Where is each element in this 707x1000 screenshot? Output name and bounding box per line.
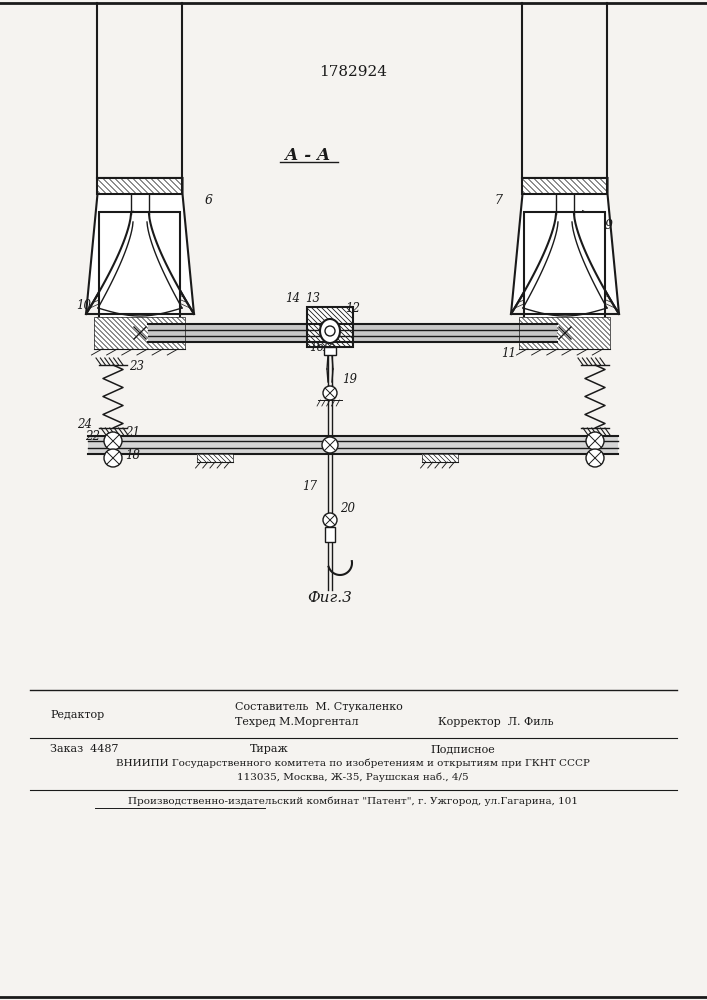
Text: 24: 24 — [77, 418, 92, 431]
Text: 8: 8 — [110, 211, 133, 237]
Text: 22: 22 — [85, 430, 100, 443]
Text: 11: 11 — [501, 347, 517, 360]
Bar — [422, 454, 458, 462]
Bar — [148, 324, 557, 342]
Bar — [307, 307, 353, 347]
Text: 12: 12 — [345, 302, 360, 315]
Polygon shape — [422, 454, 458, 462]
Circle shape — [586, 449, 604, 467]
Bar — [520, 317, 611, 349]
Bar — [197, 454, 233, 462]
Bar — [307, 307, 353, 347]
Text: ВНИИПИ Государственного комитета по изобретениям и открытиям при ГКНТ СССР: ВНИИПИ Государственного комитета по изоб… — [116, 758, 590, 768]
Text: Подписное: Подписное — [430, 744, 495, 754]
Polygon shape — [307, 307, 353, 347]
Text: 10: 10 — [76, 299, 91, 312]
Text: 21: 21 — [125, 426, 140, 439]
Text: Фиг.3: Фиг.3 — [308, 591, 352, 605]
Polygon shape — [86, 178, 194, 314]
Circle shape — [325, 326, 335, 336]
Text: Редактор: Редактор — [50, 710, 104, 720]
Text: 15: 15 — [321, 341, 336, 354]
Bar — [522, 178, 607, 194]
Text: 9: 9 — [583, 210, 613, 232]
Text: 19: 19 — [342, 373, 357, 386]
Circle shape — [322, 437, 338, 453]
Bar — [95, 317, 185, 349]
Text: 16: 16 — [309, 341, 324, 354]
Text: 1782924: 1782924 — [319, 65, 387, 79]
Text: Техред М.Моргентал: Техред М.Моргентал — [235, 717, 358, 727]
Circle shape — [323, 513, 337, 527]
Text: 13: 13 — [305, 292, 320, 305]
Text: Заказ  4487: Заказ 4487 — [50, 744, 119, 754]
Text: 18: 18 — [125, 449, 140, 462]
Bar — [525, 212, 605, 328]
Text: 20: 20 — [340, 502, 355, 515]
Text: 7: 7 — [494, 194, 503, 207]
Polygon shape — [511, 178, 619, 314]
Bar — [98, 178, 182, 194]
Bar — [88, 436, 618, 454]
Polygon shape — [98, 179, 182, 193]
Polygon shape — [523, 179, 607, 193]
Polygon shape — [520, 317, 611, 349]
Text: Корректор  Л. Филь: Корректор Л. Филь — [438, 717, 554, 727]
Circle shape — [323, 386, 337, 400]
Bar — [324, 347, 336, 355]
Circle shape — [104, 449, 122, 467]
Text: Тираж: Тираж — [250, 744, 288, 754]
Text: 14: 14 — [285, 292, 300, 305]
Polygon shape — [197, 454, 233, 462]
Bar — [325, 527, 335, 542]
Bar — [100, 212, 180, 328]
Text: А - А: А - А — [286, 146, 331, 163]
Polygon shape — [95, 317, 185, 349]
Text: 6: 6 — [204, 194, 213, 207]
Text: Производственно-издательский комбинат "Патент", г. Ужгород, ул.Гагарина, 101: Производственно-издательский комбинат "П… — [128, 796, 578, 806]
Circle shape — [586, 432, 604, 450]
Ellipse shape — [320, 319, 340, 343]
Text: 23: 23 — [129, 360, 144, 373]
Circle shape — [104, 432, 122, 450]
Text: 17: 17 — [302, 480, 317, 493]
Text: 113035, Москва, Ж-35, Раушская наб., 4/5: 113035, Москва, Ж-35, Раушская наб., 4/5 — [237, 772, 469, 782]
Text: Составитель  М. Стукаленко: Составитель М. Стукаленко — [235, 702, 403, 712]
